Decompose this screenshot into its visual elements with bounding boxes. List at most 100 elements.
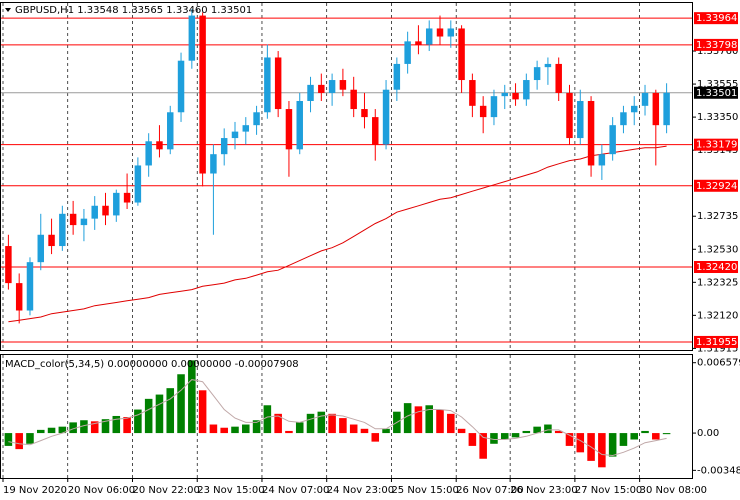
x-tick-label: 24 Nov 07:00 (262, 485, 329, 496)
macd-bar (274, 413, 282, 434)
macd-bar (447, 413, 455, 434)
macd-bar (220, 427, 228, 434)
candle-body (102, 205, 109, 216)
macd-bar (263, 405, 272, 434)
macd-bar (652, 433, 660, 440)
candle-body (372, 117, 379, 145)
macd-bar (295, 422, 304, 434)
candle-body (80, 218, 88, 226)
y-tick-label: 1.33760 (697, 46, 738, 57)
level-label: 1.32924 (694, 179, 738, 192)
current-price-label: 1.33501 (694, 86, 738, 99)
candle-body (577, 100, 584, 139)
candle-body (523, 80, 530, 100)
macd-bar (47, 427, 56, 434)
macd-bar (598, 433, 606, 468)
macd-bar (15, 433, 23, 450)
macd-bar (317, 411, 326, 434)
candle-body (609, 125, 616, 155)
candle-body (490, 96, 498, 118)
macd-signal (8, 379, 667, 457)
macd-bar (242, 424, 250, 434)
macd-bar (500, 433, 509, 440)
macd-bar (479, 433, 487, 459)
x-tick-label: 26 Nov 07:00 (456, 485, 523, 496)
macd-bar (90, 421, 99, 434)
candle-body (26, 262, 34, 311)
macd-bar (576, 433, 585, 453)
y-tick-label: 1.32735 (697, 211, 738, 222)
level-value: 1.32420 (696, 262, 737, 273)
candle-body (663, 92, 670, 126)
y-tick-label: 1.33350 (697, 112, 738, 123)
candle-body (167, 112, 174, 150)
candle-body (91, 205, 98, 219)
candle-body (339, 80, 347, 90)
level-label: 1.32420 (694, 260, 738, 273)
y-tick-label: 1.31915 (697, 343, 738, 354)
y-tick-label: 1.33555 (697, 79, 738, 90)
macd-bar (155, 394, 164, 434)
candle-body (264, 57, 271, 113)
macd-bar (231, 426, 239, 434)
candle-body (469, 80, 476, 106)
menu-arrow (5, 8, 11, 12)
y-tick-label: 1.32120 (697, 310, 738, 321)
candle-body (48, 234, 55, 247)
candle-body (113, 192, 120, 216)
candle-body (188, 15, 196, 61)
macd-bar (544, 424, 552, 434)
candle-body (37, 234, 45, 263)
x-tick-label: 30 Nov 08:00 (640, 485, 707, 496)
macd-bar (166, 388, 175, 434)
macd-bar (198, 390, 207, 434)
candle-body (587, 100, 595, 166)
candle-body (328, 80, 336, 93)
macd-bar (26, 433, 34, 444)
macd-bar (619, 433, 628, 446)
macd-bar (36, 429, 45, 434)
level-box (694, 38, 738, 51)
moving-average (8, 145, 667, 323)
macd-bar (554, 430, 563, 434)
candle-body (501, 92, 508, 97)
macd-panel-frame (0, 354, 693, 479)
x-tick-label: 19 Nov 2020 (3, 485, 67, 496)
level-value: 1.33964 (696, 13, 737, 24)
macd-bar (69, 422, 77, 434)
macd-bar (533, 426, 541, 434)
candle-body (533, 67, 541, 81)
macd-bar (425, 405, 433, 434)
macd-bar (371, 433, 380, 442)
candle-body (199, 15, 206, 174)
macd-bar (177, 374, 185, 434)
candle-body (350, 89, 357, 110)
level-value: 1.31955 (696, 337, 737, 348)
macd-bar (662, 433, 671, 435)
macd-bar (403, 403, 412, 434)
x-tick-label: 23 Nov 15:00 (197, 485, 264, 496)
candle-body (69, 213, 77, 226)
macd-y-tick-label: 0.0065796 (697, 358, 740, 369)
x-tick-label: 25 Nov 15:00 (391, 485, 458, 496)
macd-bar (80, 420, 88, 434)
macd-bar (382, 428, 390, 434)
x-tick-label: 20 Nov 22:00 (132, 485, 199, 496)
candle-body (393, 63, 401, 90)
candle-body (620, 112, 627, 126)
level-box (694, 12, 738, 25)
candle-body (274, 57, 282, 110)
macd-bar (101, 419, 110, 434)
macd-bar (188, 360, 196, 434)
level-value: 1.33179 (696, 140, 737, 151)
candle-body (458, 28, 465, 81)
candle-body (285, 109, 293, 150)
macd-title: MACD_color(5,34,5) 0.00000000 0.00000000… (5, 359, 299, 370)
candle-body (415, 41, 422, 45)
macd-bar (209, 424, 218, 434)
level-label: 1.31955 (694, 335, 738, 348)
candle-body (630, 105, 638, 113)
y-tick-label: 1.32530 (697, 244, 738, 255)
